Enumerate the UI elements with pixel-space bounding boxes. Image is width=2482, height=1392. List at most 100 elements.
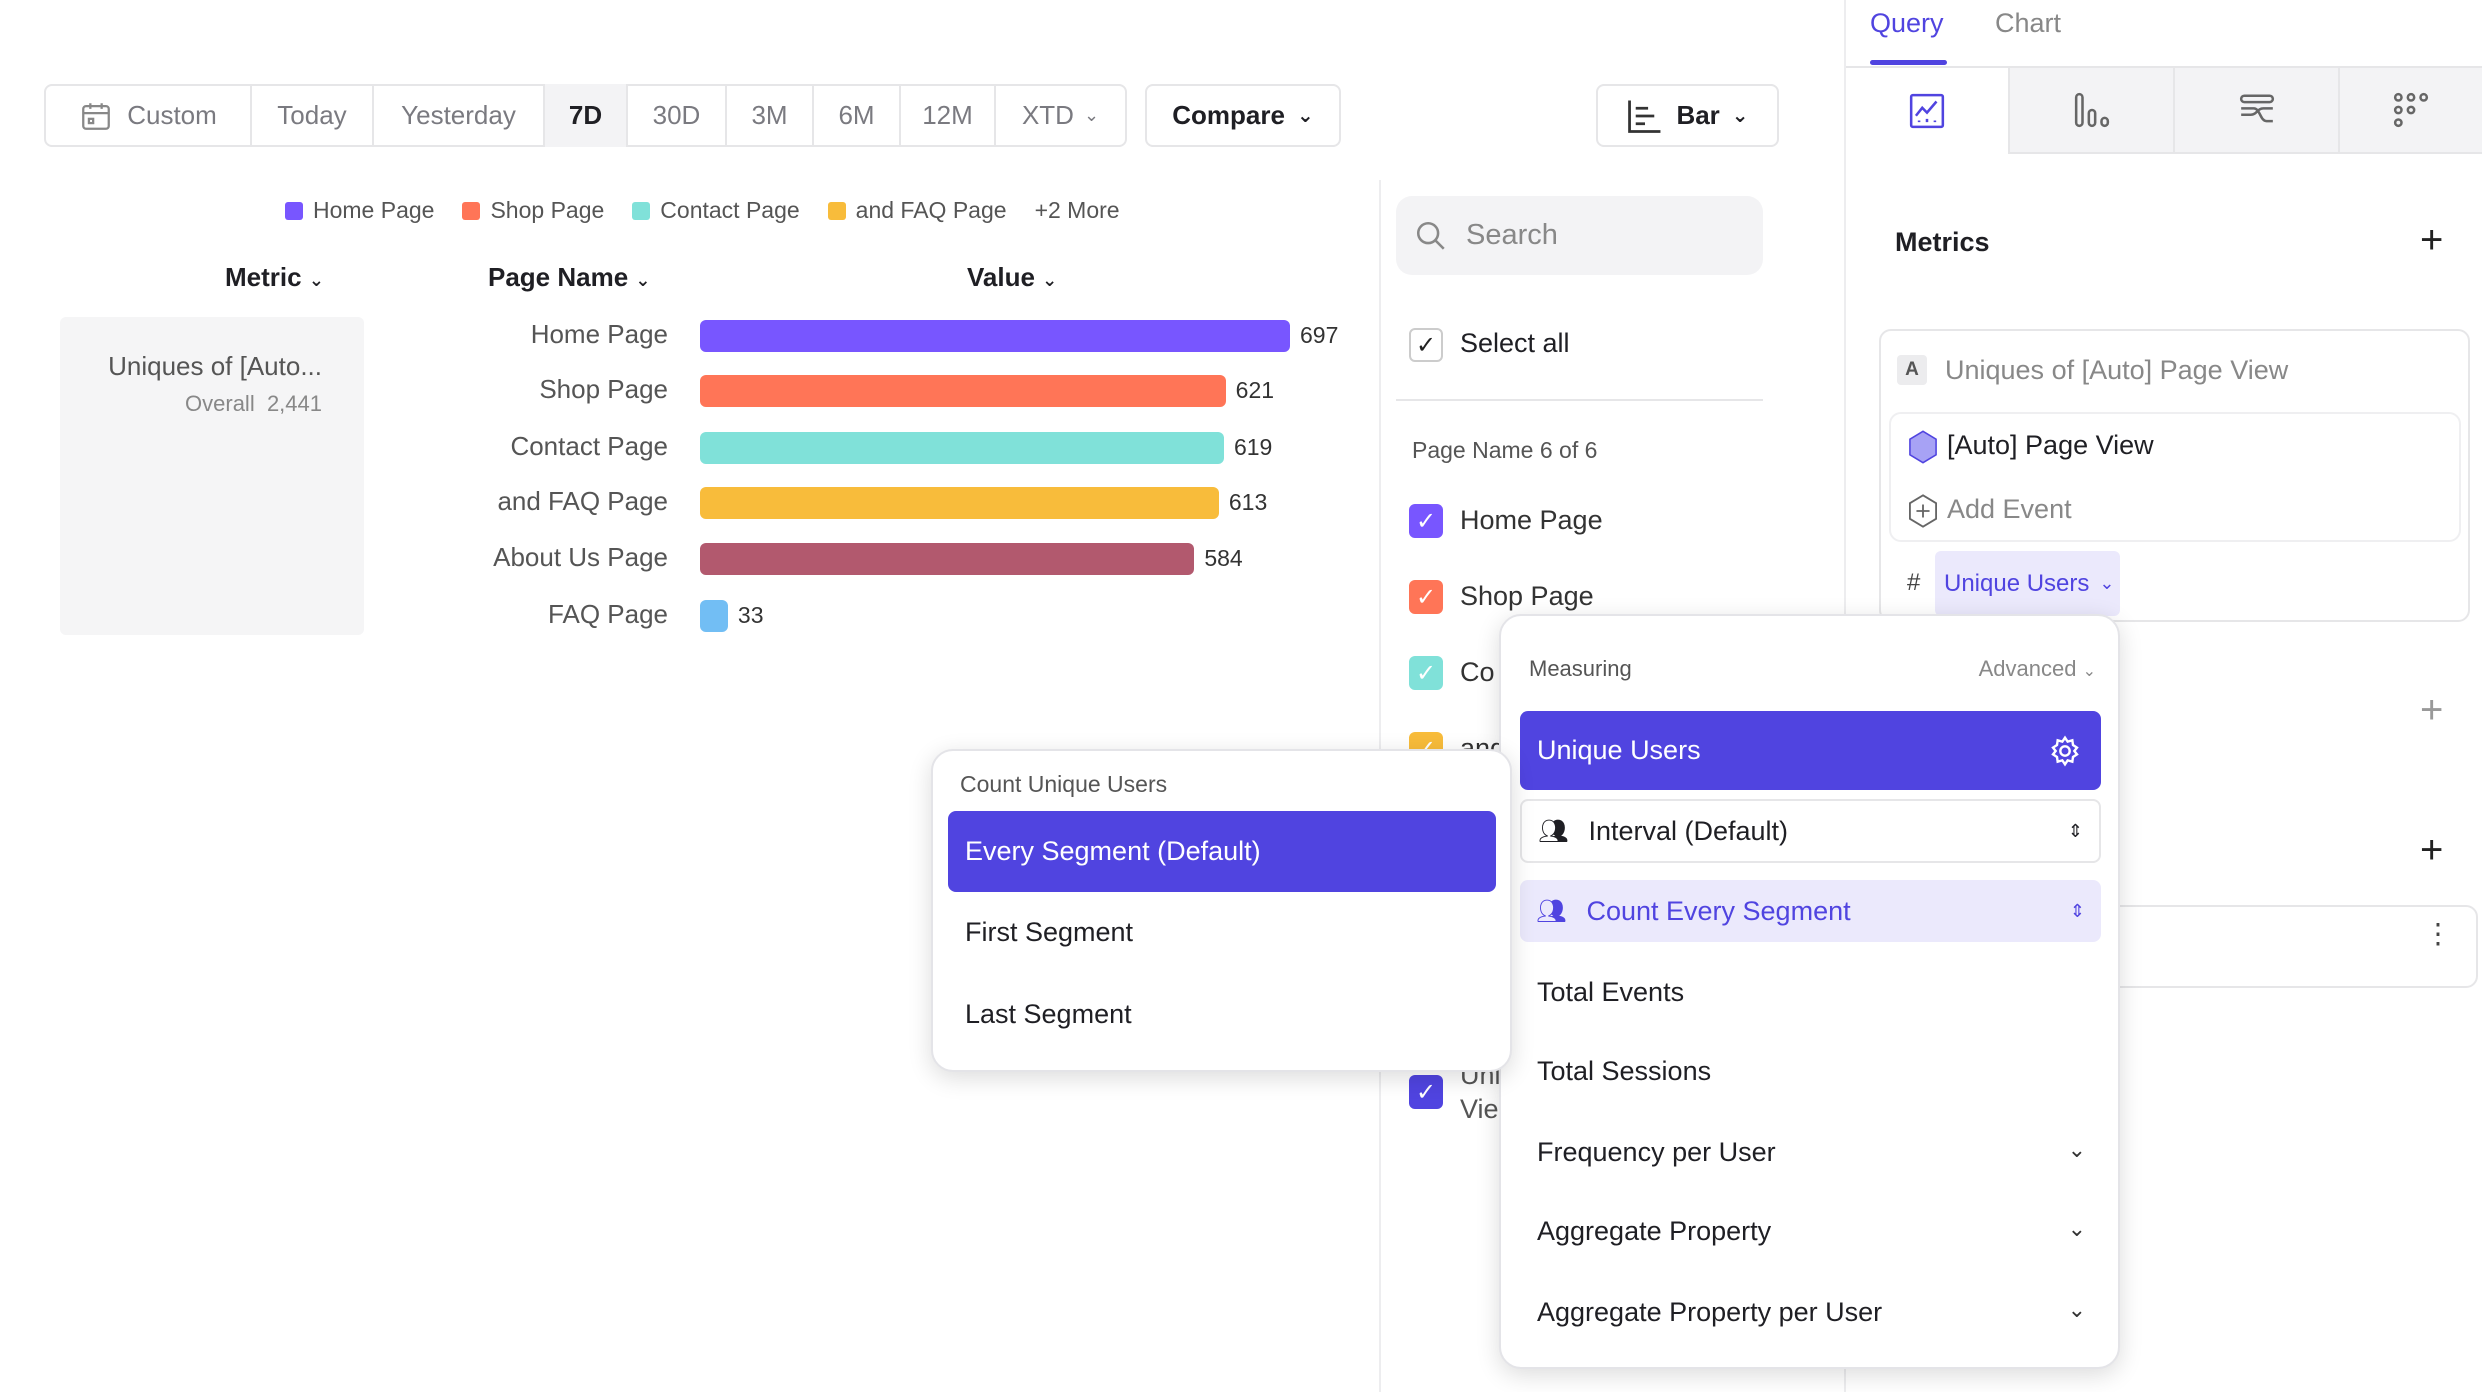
metric-overall: Overall 2,441 [185, 391, 322, 416]
add-event-button[interactable]: Add Event [1947, 494, 2072, 524]
option-last-segment[interactable]: Last Segment [965, 999, 1132, 1029]
check-icon: ✓ [1415, 659, 1437, 687]
legend-item[interactable]: and FAQ Page [827, 197, 1007, 224]
count-unique-users-popover: Count Unique Users Every Segment (Defaul… [931, 749, 1512, 1072]
range-yesterday[interactable]: Yesterday [374, 84, 545, 147]
option-every-segment[interactable]: Every Segment (Default) [948, 811, 1496, 892]
range-3m[interactable]: 3M [727, 84, 814, 147]
bar[interactable] [700, 320, 1290, 352]
filter-item-label[interactable]: Co [1460, 657, 1495, 687]
option-total-sessions[interactable]: Total Sessions [1537, 1056, 1712, 1086]
grid-dots-icon [2393, 92, 2429, 128]
chevron-down-icon: ⌄ [1731, 105, 1749, 127]
filter-checkbox[interactable]: ✓ [1409, 504, 1443, 538]
flows-report-tab[interactable] [2175, 68, 2340, 154]
filter-checkbox[interactable]: ✓ [1409, 1075, 1443, 1109]
advanced-toggle[interactable]: Advanced ⌄ [1978, 656, 2096, 681]
search-icon [1416, 221, 1445, 250]
bar-chart-icon [1628, 100, 1661, 133]
page-name-column-header[interactable]: Page Name ⌄ [488, 262, 651, 292]
add-metric-button[interactable]: + [2420, 218, 2444, 262]
check-icon: ✓ [1415, 331, 1437, 359]
users-icon: 👥︎ [1538, 817, 1569, 845]
funnels-report-tab[interactable] [2010, 68, 2175, 154]
option-frequency-per-user[interactable]: Frequency per User [1537, 1137, 1776, 1167]
interval-select[interactable]: 👥︎ Interval (Default) ⇕ [1520, 799, 2101, 863]
more-options-icon[interactable]: ⋮ [2424, 918, 2452, 949]
group-label: Page Name 6 of 6 [1412, 437, 1598, 463]
bar[interactable] [700, 375, 1226, 407]
sort-updown-icon: ⇕ [2069, 900, 2085, 921]
bar-category-label: Home Page [530, 319, 668, 349]
option-total-events[interactable]: Total Events [1537, 977, 1685, 1007]
range-7d[interactable]: 7D [545, 84, 628, 147]
bar-category-label: and FAQ Page [497, 486, 668, 516]
count-mode-select[interactable]: 👥︎ Count Every Segment ⇕ [1520, 880, 2101, 942]
option-first-segment[interactable]: First Segment [965, 917, 1134, 947]
filter-checkbox[interactable]: ✓ [1409, 656, 1443, 690]
metric-cell: Uniques of [Auto... Overall 2,441 [60, 317, 364, 635]
filter-item-label[interactable]: Home Page [1460, 505, 1603, 535]
range-custom[interactable]: Custom [46, 84, 252, 147]
hash-icon: # [1907, 569, 1921, 596]
range-6m[interactable]: 6M [814, 84, 901, 147]
legend-item[interactable]: Shop Page [462, 197, 604, 224]
range-today[interactable]: Today [252, 84, 374, 147]
chevron-down-icon: ⌄ [2067, 1216, 2086, 1241]
metric-title[interactable]: Uniques of [Auto] Page View [1945, 355, 2289, 385]
measure-chip[interactable]: Unique Users ⌄ [1935, 551, 2120, 616]
bar[interactable] [700, 432, 1224, 464]
filter-item-label[interactable]: Shop Page [1460, 581, 1594, 611]
add-breakdown-button[interactable]: + [2420, 828, 2444, 872]
chevron-down-icon: ⌄ [2067, 1297, 2086, 1322]
tab-query[interactable]: Query [1870, 8, 1944, 38]
range-label: Custom [127, 100, 217, 130]
chevron-down-icon: ⌄ [2067, 1137, 2086, 1162]
legend-item[interactable]: Contact Page [632, 197, 800, 224]
event-list: [Auto] Page View Add Event [1889, 412, 2461, 542]
compare-label: Compare [1172, 100, 1285, 130]
divider [1396, 399, 1763, 401]
range-xtd[interactable]: XTD ⌄ [996, 84, 1125, 147]
select-all-label[interactable]: Select all [1460, 328, 1570, 358]
range-30d[interactable]: 30D [628, 84, 727, 147]
measuring-title: Measuring [1529, 656, 1632, 681]
bar-value-label: 697 [1300, 322, 1339, 348]
compare-button[interactable]: Compare ⌄ [1145, 84, 1341, 147]
range-12m[interactable]: 12M [901, 84, 996, 147]
value-column-header[interactable]: Value ⌄ [967, 262, 1058, 292]
chevron-down-icon: ⌄ [308, 270, 324, 290]
retention-report-tab[interactable] [2340, 68, 2482, 154]
active-tab-indicator [1870, 60, 1947, 65]
add-event-icon [1909, 494, 1937, 528]
metric-column-header[interactable]: Metric ⌄ [225, 262, 324, 292]
search-placeholder: Search [1466, 219, 1558, 251]
chevron-down-icon: ⌄ [1296, 105, 1314, 127]
option-aggregate-property-per-user[interactable]: Aggregate Property per User [1537, 1297, 1883, 1327]
add-filter-button[interactable]: + [2420, 688, 2444, 732]
chart-type-button[interactable]: Bar ⌄ [1596, 84, 1779, 147]
line-chart-icon [1909, 93, 1945, 129]
chevron-down-icon: ⌄ [1042, 270, 1058, 290]
legend-more[interactable]: +2 More [1034, 197, 1120, 223]
bar-value-label: 619 [1233, 434, 1273, 460]
chevron-down-icon: ⌄ [2082, 663, 2096, 680]
tab-chart[interactable]: Chart [1995, 8, 2062, 38]
chevron-down-icon: ⌄ [1083, 105, 1100, 125]
legend-item[interactable]: Home Page [285, 197, 434, 224]
search-input[interactable]: Search [1396, 196, 1763, 275]
breakdown-card: ⋮ [2100, 905, 2478, 988]
event-name[interactable]: [Auto] Page View [1947, 430, 2154, 460]
bar-category-label: About Us Page [493, 542, 668, 572]
filter-checkbox[interactable]: ✓ [1409, 580, 1443, 614]
insights-report-tab[interactable] [1846, 68, 2010, 154]
bar[interactable] [700, 600, 728, 632]
gear-icon[interactable] [2049, 735, 2081, 767]
bar-value-label: 33 [737, 602, 764, 628]
option-unique-users[interactable]: Unique Users [1520, 711, 2101, 790]
event-hexagon-icon [1909, 430, 1937, 464]
option-aggregate-property[interactable]: Aggregate Property [1537, 1216, 1772, 1246]
bar[interactable] [700, 487, 1219, 519]
bar[interactable] [700, 543, 1195, 575]
select-all-checkbox[interactable]: ✓ [1409, 328, 1443, 362]
